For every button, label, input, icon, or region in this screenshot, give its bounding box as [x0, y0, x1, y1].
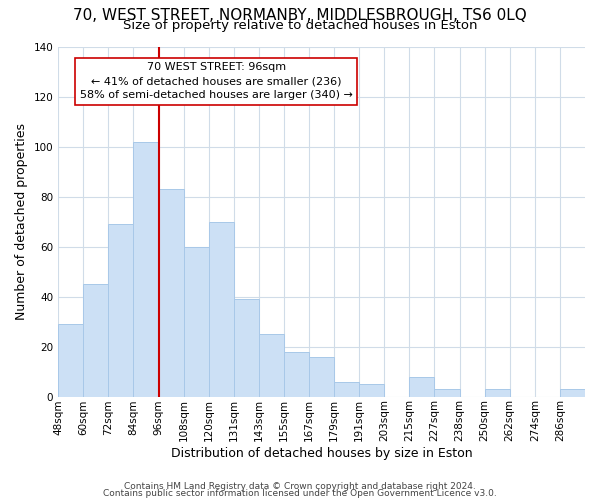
- Bar: [184, 246, 209, 396]
- Bar: [434, 389, 460, 396]
- Bar: [334, 382, 359, 396]
- Bar: [158, 189, 184, 396]
- Bar: [309, 356, 334, 397]
- Bar: [58, 324, 83, 396]
- Bar: [359, 384, 385, 396]
- Bar: [133, 142, 158, 396]
- Bar: [409, 376, 434, 396]
- Text: Size of property relative to detached houses in Eston: Size of property relative to detached ho…: [123, 19, 477, 32]
- Bar: [485, 389, 510, 396]
- Bar: [234, 299, 259, 396]
- Bar: [560, 389, 585, 396]
- Y-axis label: Number of detached properties: Number of detached properties: [15, 123, 28, 320]
- Bar: [109, 224, 133, 396]
- Text: Contains public sector information licensed under the Open Government Licence v3: Contains public sector information licen…: [103, 489, 497, 498]
- Text: Contains HM Land Registry data © Crown copyright and database right 2024.: Contains HM Land Registry data © Crown c…: [124, 482, 476, 491]
- Bar: [284, 352, 309, 397]
- Bar: [209, 222, 234, 396]
- Bar: [83, 284, 109, 397]
- X-axis label: Distribution of detached houses by size in Eston: Distribution of detached houses by size …: [171, 447, 472, 460]
- Text: 70 WEST STREET: 96sqm
← 41% of detached houses are smaller (236)
58% of semi-det: 70 WEST STREET: 96sqm ← 41% of detached …: [80, 62, 353, 100]
- Bar: [259, 334, 284, 396]
- Text: 70, WEST STREET, NORMANBY, MIDDLESBROUGH, TS6 0LQ: 70, WEST STREET, NORMANBY, MIDDLESBROUGH…: [73, 8, 527, 22]
